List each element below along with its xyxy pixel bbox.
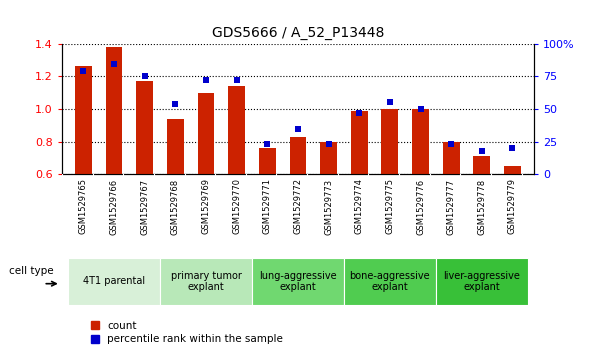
Bar	[436, 258, 528, 305]
Bar	[68, 258, 160, 305]
Text: GSM1529769: GSM1529769	[202, 178, 211, 234]
Bar	[228, 86, 245, 174]
Bar	[504, 166, 521, 174]
Text: GSM1529778: GSM1529778	[477, 178, 486, 234]
Text: GSM1529777: GSM1529777	[447, 178, 455, 234]
Point	[263, 141, 272, 147]
Point	[109, 62, 119, 68]
Text: GSM1529775: GSM1529775	[385, 178, 394, 234]
Text: GSM1529767: GSM1529767	[140, 178, 149, 234]
Bar	[412, 109, 429, 174]
Bar	[351, 110, 368, 174]
Text: GSM1529770: GSM1529770	[232, 178, 241, 234]
Text: 4T1 parental: 4T1 parental	[83, 276, 145, 286]
Bar	[442, 142, 460, 174]
Text: GSM1529772: GSM1529772	[293, 178, 303, 234]
Bar	[252, 258, 344, 305]
Text: GSM1529766: GSM1529766	[110, 178, 119, 234]
Point	[385, 99, 395, 105]
Point	[171, 101, 180, 107]
Point	[293, 126, 303, 131]
Text: GSM1529765: GSM1529765	[79, 178, 88, 234]
Bar	[473, 156, 490, 174]
Bar	[167, 119, 183, 174]
Bar	[198, 93, 214, 174]
Bar	[290, 136, 306, 174]
Text: GSM1529779: GSM1529779	[508, 178, 517, 234]
Bar	[160, 258, 252, 305]
Text: cell type: cell type	[9, 266, 54, 276]
Text: GSM1529774: GSM1529774	[355, 178, 364, 234]
Bar	[136, 81, 153, 174]
Point	[508, 145, 517, 151]
Text: primary tumor
explant: primary tumor explant	[171, 270, 241, 292]
Text: liver-aggressive
explant: liver-aggressive explant	[444, 270, 520, 292]
Text: GSM1529773: GSM1529773	[324, 178, 333, 234]
Bar	[106, 47, 123, 174]
Point	[201, 77, 211, 83]
Point	[447, 141, 456, 147]
Bar	[75, 66, 92, 174]
Point	[416, 106, 425, 112]
Point	[324, 141, 333, 147]
Text: GSM1529768: GSM1529768	[171, 178, 180, 234]
Point	[78, 68, 88, 74]
Text: bone-aggressive
explant: bone-aggressive explant	[350, 270, 430, 292]
Point	[355, 110, 364, 116]
Text: GSM1529776: GSM1529776	[416, 178, 425, 234]
Bar	[344, 258, 436, 305]
Point	[477, 148, 487, 154]
Bar	[259, 148, 276, 174]
Text: lung-aggressive
explant: lung-aggressive explant	[259, 270, 337, 292]
Bar	[382, 109, 398, 174]
Title: GDS5666 / A_52_P13448: GDS5666 / A_52_P13448	[212, 26, 384, 40]
Point	[232, 77, 241, 83]
Text: GSM1529771: GSM1529771	[263, 178, 272, 234]
Point	[140, 73, 149, 79]
Bar	[320, 142, 337, 174]
Legend: count, percentile rank within the sample: count, percentile rank within the sample	[91, 321, 283, 344]
